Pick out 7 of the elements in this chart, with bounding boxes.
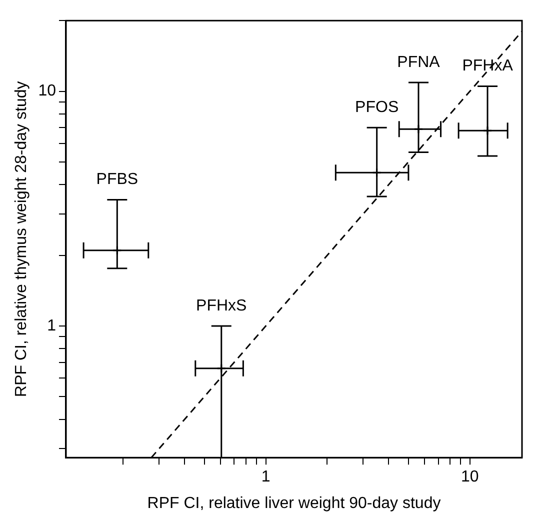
y-axis-title: RPF CI, relative thymus weight 28-day study [13,81,30,397]
annotation: PFHxA [462,58,514,75]
x-axis-title: RPF CI, relative liver weight 90-day study [147,494,441,512]
annotation: PFNA [397,54,440,71]
annotation: PFBS [96,171,138,188]
annotation: PFOS [355,99,399,116]
annotation: PFHxS [196,297,247,314]
